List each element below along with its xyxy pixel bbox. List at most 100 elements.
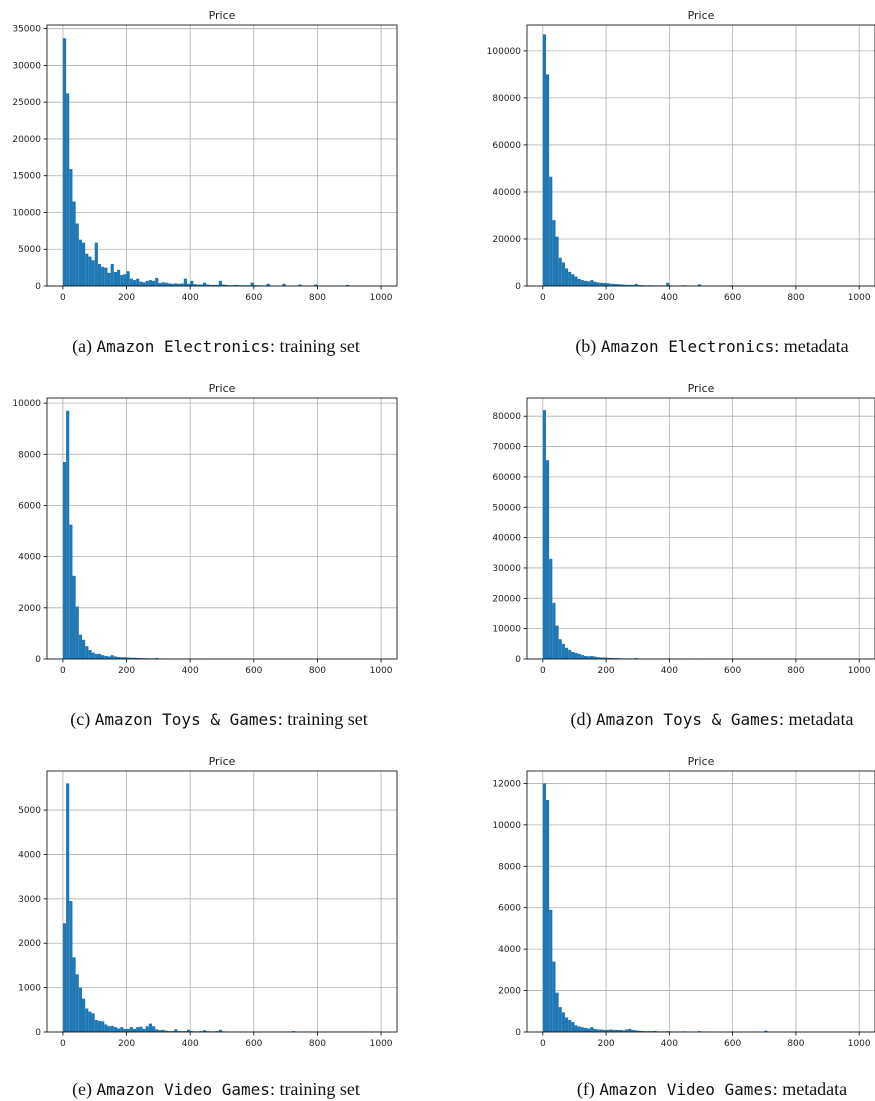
histogram-bar: [593, 1028, 597, 1032]
histogram-bar: [650, 1031, 654, 1032]
histogram-bar: [91, 260, 95, 286]
x-tick-label: 0: [540, 666, 546, 676]
x-tick-label: 200: [118, 1039, 135, 1049]
histogram-bar: [69, 169, 73, 286]
histogram-bar: [75, 223, 79, 286]
histogram-bar: [561, 262, 565, 286]
caption-a: (a) Amazon Electronics: training set: [72, 336, 360, 357]
histogram-panel-d: 0 200 400 600 800 100001000020000300004000050…: [492, 382, 875, 676]
histogram-bar: [88, 1011, 92, 1032]
y-tick-label: 0: [515, 282, 521, 292]
histogram-bar: [190, 1031, 194, 1032]
y-tick-label: 0: [35, 1028, 41, 1038]
histogram-bar: [602, 657, 607, 659]
histogram-bar: [625, 284, 629, 286]
histogram-bar: [202, 282, 207, 286]
caption-f: (f) Amazon Video Games: metadata: [577, 1079, 847, 1100]
y-tick-label: 3000: [18, 895, 41, 905]
histogram-bar: [587, 281, 591, 286]
histogram-bar: [117, 1028, 121, 1032]
histogram-panel-c: 0 200 400 600 800 10000200040006000800010000P…: [12, 382, 398, 676]
y-tick-label: 15000: [12, 172, 41, 182]
histogram-bar: [88, 650, 92, 659]
histogram-bar: [590, 655, 594, 659]
histogram-bar: [583, 280, 588, 286]
histogram-bar: [177, 1031, 181, 1032]
histogram-bar: [171, 283, 175, 286]
histogram-bar: [568, 649, 572, 659]
histogram-bar: [167, 1031, 172, 1032]
histogram-bar: [549, 176, 553, 286]
histogram-bar: [697, 1031, 701, 1032]
x-tick-label: 600: [724, 293, 741, 303]
histogram-bar: [167, 283, 172, 286]
y-tick-label: 10000: [12, 399, 41, 409]
histogram-bar: [155, 277, 159, 286]
x-tick-label: 800: [309, 666, 326, 676]
histogram-bar: [85, 253, 89, 286]
histogram-bar: [132, 657, 137, 659]
histogram-bar: [225, 284, 229, 286]
y-tick-label: 2000: [498, 987, 521, 997]
x-tick-label: 1000: [370, 1039, 393, 1049]
axes-frame: [46, 770, 398, 1033]
histogram-bar: [545, 74, 550, 286]
histogram-bar: [110, 1025, 114, 1032]
histogram-bar: [555, 236, 559, 286]
histogram-bar: [599, 282, 603, 286]
histogram-bar: [174, 283, 178, 286]
histogram-bar: [587, 1028, 591, 1032]
histogram-bar: [62, 38, 67, 287]
y-tick-label: 20000: [492, 594, 521, 604]
histogram-bar: [596, 282, 600, 286]
captions: (a) Amazon Electronics: training set (b)…: [70, 336, 853, 1100]
histogram-bar: [574, 1025, 578, 1032]
histogram-bar: [545, 800, 550, 1032]
histogram-bar: [72, 575, 76, 659]
x-tick-label: 1000: [370, 293, 393, 303]
histogram-panel-b: 0 200 400 600 800 1000 0 20000 40000 60000 80000 10…: [487, 9, 875, 303]
histogram-bar: [123, 274, 127, 286]
histogram-bar: [609, 1029, 613, 1032]
x-tick-label: 200: [597, 666, 614, 676]
histogram-bar: [609, 657, 613, 659]
x-tick-label: 400: [182, 293, 199, 303]
histogram-bar: [612, 658, 616, 659]
y-tick-label: 20000: [12, 135, 41, 145]
histogram-bar: [66, 410, 70, 659]
histogram-bar: [139, 281, 143, 286]
histogram-panels: 0 200 400 600 800 100005000100001500020000250…: [12, 9, 875, 1049]
histogram-bar: [190, 280, 194, 286]
histogram-bar: [555, 992, 559, 1032]
x-tick-label: 0: [540, 293, 546, 303]
x-tick-label: 200: [597, 293, 614, 303]
histogram-bar: [697, 284, 701, 286]
y-tick-label: 8000: [498, 862, 521, 872]
y-tick-label: 60000: [492, 473, 521, 483]
histogram-bar: [564, 268, 569, 286]
histogram-bar: [110, 263, 114, 286]
histogram-bar: [250, 282, 254, 286]
histogram-bar: [132, 1028, 137, 1032]
histogram-bar: [129, 1027, 133, 1032]
x-tick-label: 1000: [848, 1039, 871, 1049]
histogram-bar: [580, 1027, 584, 1032]
histogram-bar: [82, 639, 86, 659]
histogram-bar: [593, 281, 597, 286]
y-tick-label: 6000: [18, 501, 41, 511]
histogram-bar: [266, 283, 270, 286]
histogram-bar: [583, 1027, 588, 1032]
histogram-bar: [158, 283, 162, 286]
histogram-bar: [764, 1030, 768, 1032]
histogram-bar: [637, 285, 641, 286]
histogram-bar: [69, 524, 73, 659]
x-tick-label: 800: [787, 666, 804, 676]
histogram-bar: [587, 656, 591, 659]
y-tick-label: 10000: [12, 208, 41, 218]
histogram-bar: [596, 657, 600, 659]
histogram-bar: [346, 284, 350, 286]
y-tick-label: 0: [515, 1028, 521, 1038]
y-tick-label: 40000: [492, 534, 521, 544]
histogram-bar: [72, 201, 76, 286]
histogram-bar: [123, 657, 127, 659]
